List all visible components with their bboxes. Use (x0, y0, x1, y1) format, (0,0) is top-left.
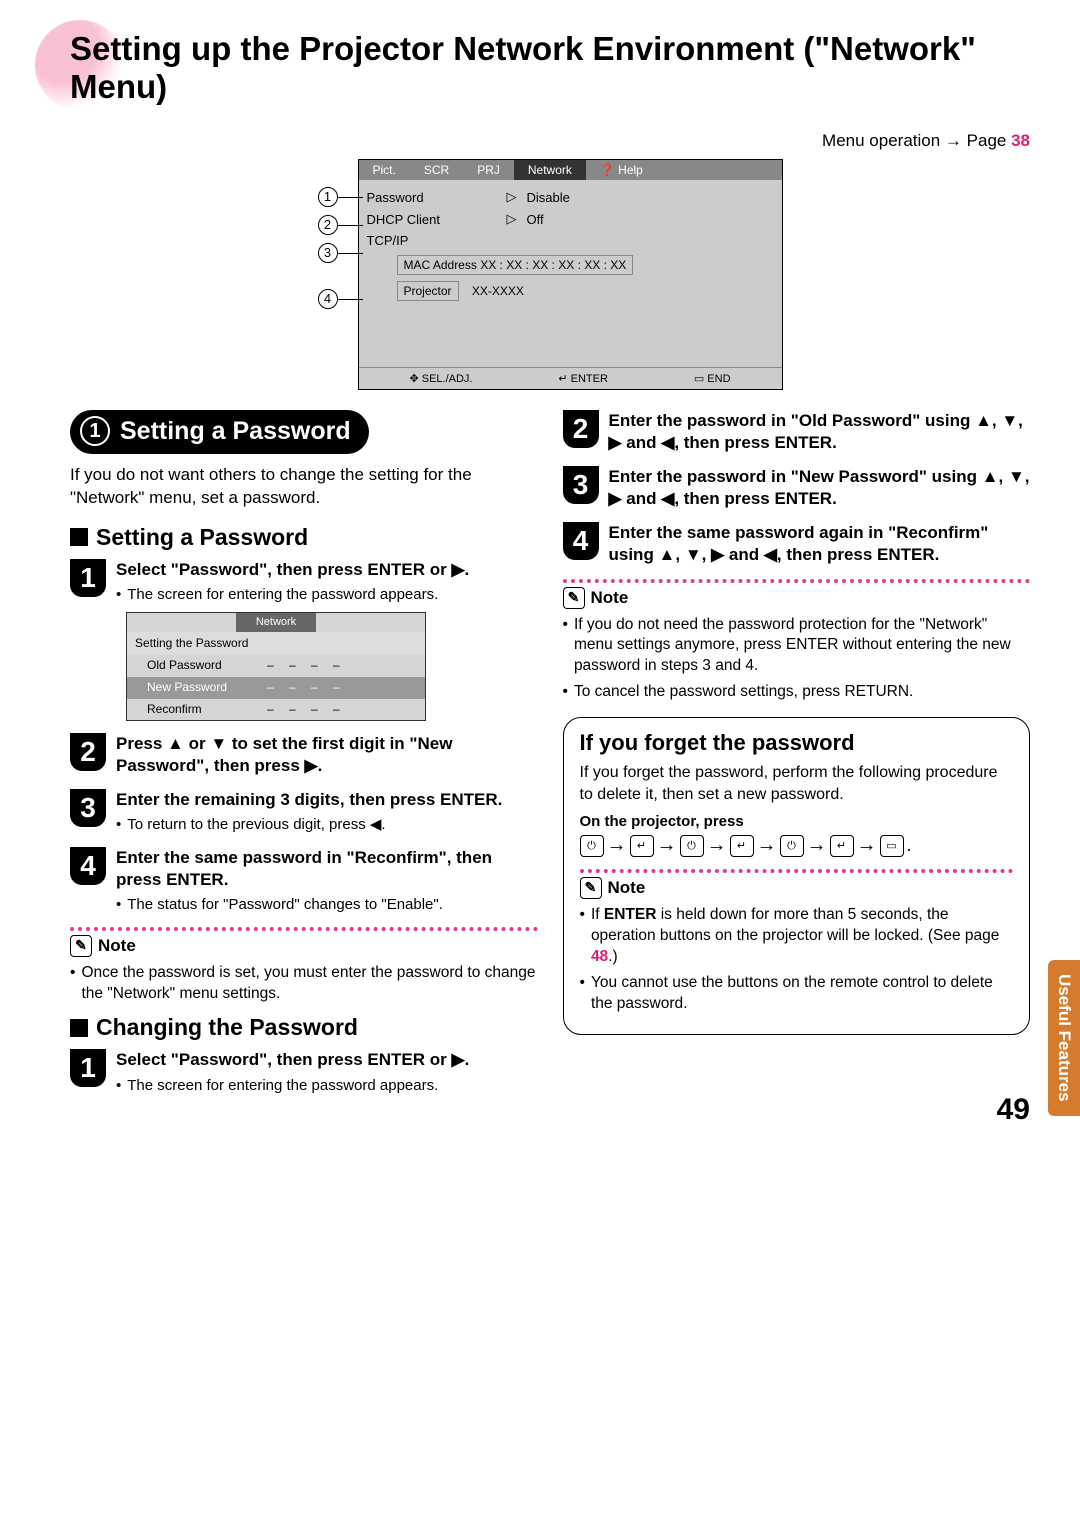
step-number: 4 (563, 522, 599, 560)
standby-icon: ⏻ (780, 835, 804, 857)
change-step-1: 1 Select "Password", then press ENTER or… (70, 1049, 538, 1095)
right-column: 2 Enter the password in "Old Password" u… (563, 410, 1031, 1107)
tab-help: ❓ Help (586, 160, 657, 180)
page-title: Setting up the Projector Network Environ… (70, 30, 1030, 106)
step-number: 4 (70, 847, 106, 885)
side-tab-useful-features: Useful Features (1048, 960, 1080, 1116)
callout-1: 1 (318, 187, 338, 207)
menu-row-tcpip: TCP/IP (367, 230, 782, 251)
section-heading-setting-password: 1 Setting a Password (70, 410, 369, 454)
step-text: Select "Password", then press ENTER or ▶… (116, 1049, 538, 1071)
left-column: 1 Setting a Password If you do not want … (70, 410, 538, 1107)
r-step-2: 2 Enter the password in "Old Password" u… (563, 410, 1031, 454)
subheading-setting-password: Setting a Password (70, 524, 538, 551)
menu-op-prefix: Menu operation (822, 131, 945, 150)
tab-scr: SCR (410, 160, 463, 180)
dotted-divider (580, 869, 1014, 873)
r-step-3: 3 Enter the password in "New Password" u… (563, 466, 1031, 510)
page-number: 49 (997, 1093, 1030, 1127)
section-title: Setting a Password (120, 417, 351, 446)
step-number: 2 (70, 733, 106, 771)
enter-icon: ↵ (830, 835, 854, 857)
step-bullet: The screen for entering the password app… (116, 585, 538, 605)
step-text: Enter the remaining 3 digits, then press… (116, 789, 538, 811)
tab-prj: PRJ (463, 160, 514, 180)
step-3: 3 Enter the remaining 3 digits, then pre… (70, 789, 538, 835)
password-entry-box: Network Setting the Password Old Passwor… (126, 612, 426, 721)
step-1: 1 Select "Password", then press ENTER or… (70, 559, 538, 721)
button-sequence: ⏻→ ↵→ ⏻→ ↵→ ⏻→ ↵→ ▭ . (580, 834, 1014, 857)
step-number: 3 (70, 789, 106, 827)
step-text: Enter the same password in "Reconfirm", … (116, 847, 538, 891)
forget-text: If you forget the password, perform the … (580, 762, 1014, 805)
mac-address: MAC Address XX : XX : XX : XX : XX : XX (397, 255, 634, 275)
footer-enter: ↵ ENTER (558, 372, 608, 385)
pwbox-tab: Network (236, 613, 316, 631)
step-bullet: The screen for entering the password app… (116, 1076, 538, 1096)
menu-operation-ref: Menu operation → Page 38 (70, 131, 1030, 151)
forget-password-box: If you forget the password If you forget… (563, 717, 1031, 1035)
pwbox-row-new: New Password– – – – (127, 677, 425, 699)
dotted-divider (70, 927, 538, 931)
forget-heading: If you forget the password (580, 730, 1014, 756)
dotted-divider (563, 579, 1031, 583)
step-number: 2 (563, 410, 599, 448)
subheading-changing-password: Changing the Password (70, 1014, 538, 1041)
step-4: 4 Enter the same password in "Reconfirm"… (70, 847, 538, 915)
menu-diagram: 1 2 3 4 Pict. SCR PRJ Network ❓ Help Pas… (318, 159, 783, 390)
projector-value: XX-XXXX (472, 284, 524, 298)
menu-footer: ✥ SEL./ADJ. ↵ ENTER ▭ END (359, 367, 782, 389)
standby-icon: ⏻ (580, 835, 604, 857)
seq-period: . (907, 835, 912, 856)
step-2: 2 Press ▲ or ▼ to set the first digit in… (70, 733, 538, 777)
callout-3: 3 (318, 243, 338, 263)
step-text: Press ▲ or ▼ to set the first digit in "… (116, 733, 538, 777)
step-text: Enter the password in "Old Password" usi… (609, 410, 1031, 454)
step-number: 1 (70, 559, 106, 597)
standby-icon: ⏻ (680, 835, 704, 857)
note-heading: Note (563, 587, 1031, 609)
section-number: 1 (80, 416, 110, 446)
enter-icon: ↵ (630, 835, 654, 857)
menu-row-password: Password ▷ Disable (367, 186, 782, 208)
note-heading: Note (580, 877, 1014, 899)
note-heading: Note (70, 935, 538, 957)
pwbox-header: Setting the Password (127, 632, 425, 656)
note-body: If ENTER is held down for more than 5 se… (580, 905, 1014, 1015)
page-ref-number: 38 (1011, 131, 1030, 150)
pwbox-row-old: Old Password– – – – (127, 655, 425, 677)
step-bullet: The status for "Password" changes to "En… (116, 895, 538, 915)
menu-op-page: Page (962, 131, 1011, 150)
step-number: 3 (563, 466, 599, 504)
arrow-icon: → (945, 131, 962, 150)
callout-4: 4 (318, 289, 338, 309)
section-intro: If you do not want others to change the … (70, 464, 538, 510)
step-bullet: To return to the previous digit, press ◀… (116, 815, 538, 835)
on-projector-label: On the projector, press (580, 813, 1014, 830)
footer-sel: ✥ SEL./ADJ. (409, 372, 472, 385)
menu-icon: ▭ (880, 835, 904, 857)
step-text: Select "Password", then press ENTER or ▶… (116, 559, 538, 581)
callout-2: 2 (318, 215, 338, 235)
note-body: Once the password is set, you must enter… (70, 963, 538, 1005)
tab-pict: Pict. (359, 160, 410, 180)
step-number: 1 (70, 1049, 106, 1087)
menu-row-dhcp: DHCP Client ▷ Off (367, 208, 782, 230)
tab-network: Network (514, 160, 586, 180)
note-body: If you do not need the password protecti… (563, 615, 1031, 704)
projector-label: Projector (397, 281, 459, 301)
menu-tabs: Pict. SCR PRJ Network ❓ Help (359, 160, 782, 180)
step-text: Enter the same password again in "Reconf… (609, 522, 1031, 566)
enter-icon: ↵ (730, 835, 754, 857)
r-step-4: 4 Enter the same password again in "Reco… (563, 522, 1031, 566)
step-text: Enter the password in "New Password" usi… (609, 466, 1031, 510)
footer-end: ▭ END (694, 372, 731, 385)
pwbox-row-reconfirm: Reconfirm– – – – (127, 699, 425, 721)
